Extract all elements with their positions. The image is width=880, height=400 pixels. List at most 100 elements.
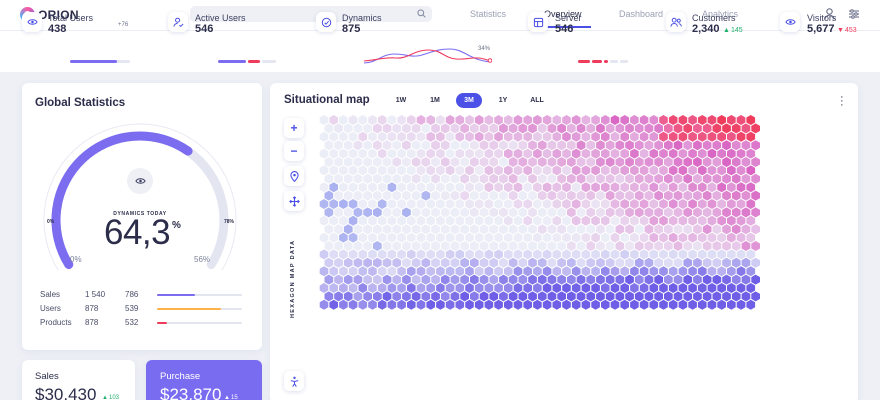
user-icon[interactable] [824,8,835,20]
hex-cell [702,224,712,235]
nav-dashboard[interactable]: Dashboard [619,9,664,19]
hex-cell [377,215,387,226]
nav-analytics[interactable]: Analytics [702,9,739,19]
hex-cell [392,291,402,302]
hex-cell [542,199,552,209]
gauge-center-button[interactable] [127,168,153,194]
hex-cell [343,241,353,251]
sales-card[interactable] [22,360,135,400]
app-name[interactable]: ORION [38,8,79,22]
hex-cell [567,257,576,268]
hex-cell [470,274,479,285]
nav-overview[interactable]: Overview [544,9,582,19]
hex-cell [407,232,416,243]
range-1w-button[interactable]: 1W [395,97,407,104]
user-location-button[interactable] [284,371,304,391]
hex-cell [392,123,402,134]
hex-cell [707,249,717,260]
hex-cell [688,165,697,176]
hex-cell [547,157,557,167]
hex-cell [639,199,649,209]
hex-cell [630,299,639,310]
purchase-card[interactable] [146,360,262,400]
hex-cell [339,232,348,243]
hex-cell [373,173,382,184]
hexagon-map[interactable] [318,114,848,394]
hex-cell [411,291,421,302]
pan-button[interactable] [284,191,304,211]
hex-cell [751,274,760,285]
hex-cell [329,299,338,310]
hex-cell [431,123,440,134]
hex-cell [741,224,751,235]
hex-cell [673,224,683,235]
hex-cell [368,232,377,243]
hex-cell [363,140,372,151]
hex-cell [542,131,552,142]
hex-cell [528,274,537,285]
hex-cell [363,274,372,285]
zoom-out-button[interactable]: − [284,141,304,161]
hex-cell [649,249,659,260]
visitors-tile-icon[interactable] [780,12,800,32]
settings-sliders-icon[interactable] [848,8,860,20]
hex-cell [455,249,465,260]
range-1y-button[interactable]: 1Y [498,97,508,104]
hex-cell [731,224,741,235]
hex-cell [455,266,465,277]
range-1m-button[interactable]: 1M [430,97,440,104]
hex-cell [426,249,435,260]
gauge-tick-left: 0% [47,219,55,225]
hex-cell [547,173,557,184]
server-tile-icon[interactable] [528,12,548,32]
dynamics-tile-icon[interactable] [316,12,336,32]
hex-cell [557,190,566,201]
hex-cell [368,299,377,310]
hex-cell [373,207,382,218]
hex-cell [421,173,431,184]
visitors-change: 453 [845,27,857,34]
dynamics-sparkline [364,48,492,64]
hex-cell [542,283,552,293]
hex-cell [620,232,629,243]
hex-cell [562,199,571,209]
hex-cell [382,291,392,302]
more-options-icon[interactable]: · · · [840,91,844,111]
hex-cell [508,123,518,134]
hex-cell [479,123,489,134]
hex-cell [533,182,542,193]
hex-cell [373,291,382,302]
hex-cell [736,182,746,193]
active-users-tile-icon[interactable] [168,12,188,32]
customers-tile-icon[interactable] [666,12,686,32]
search-input[interactable] [190,6,432,22]
hex-cell [601,182,610,193]
hex-cell [436,182,445,193]
hex-cell [581,131,591,142]
hex-cell [654,224,663,235]
hex-cell [736,165,746,176]
hex-cell [630,215,639,226]
hex-cell [678,115,688,125]
hex-cell [712,140,722,151]
hex-cell [436,299,445,310]
hex-cell [431,140,440,151]
hex-cell [673,123,683,134]
range-3m-button[interactable]: 3M [456,93,482,108]
nav-statistics[interactable]: Statistics [470,9,507,19]
total-users-tile-icon[interactable] [22,12,42,32]
hex-cell [426,182,435,193]
hex-cell [523,131,532,142]
locate-button[interactable] [284,166,304,186]
hex-cell [407,182,416,193]
hex-cell [319,182,329,193]
hex-cell [353,241,363,251]
hex-cell [591,299,600,310]
range-all-button[interactable]: ALL [530,97,544,104]
zoom-in-button[interactable]: + [284,118,304,138]
hex-cell [586,241,596,251]
search-icon[interactable] [417,9,426,18]
hex-cell [736,299,746,310]
hex-cell [688,148,697,159]
hex-cell [736,199,746,209]
